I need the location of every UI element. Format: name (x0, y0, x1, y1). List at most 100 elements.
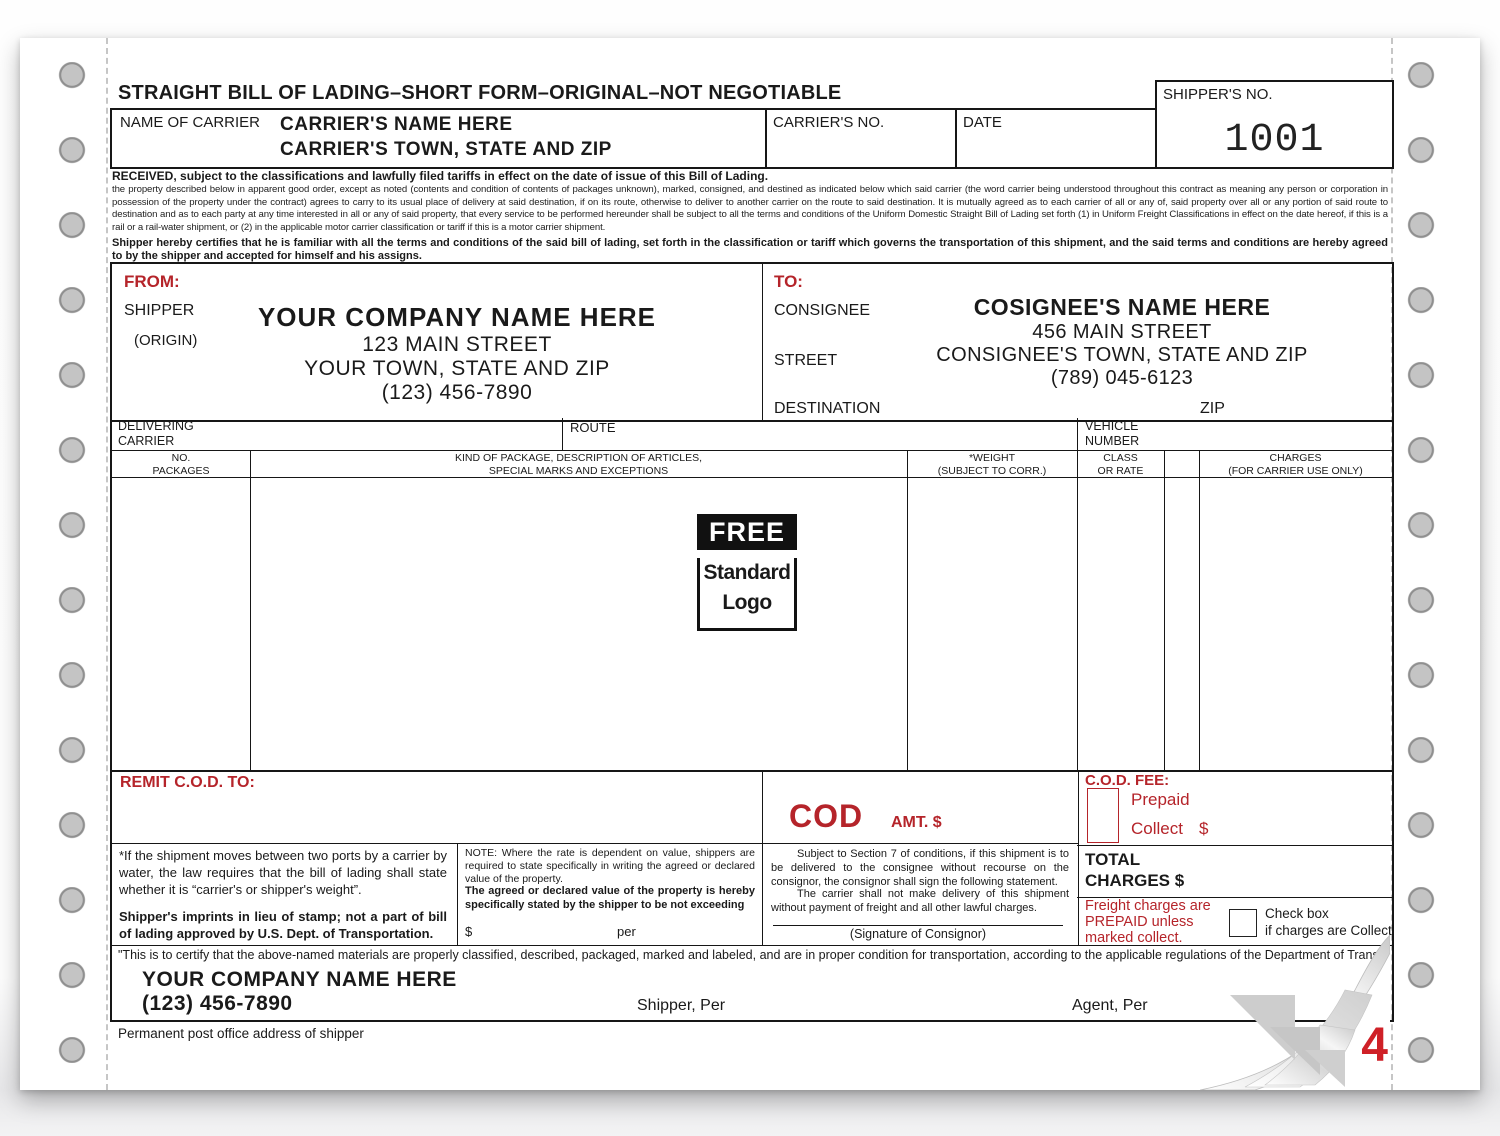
shippers-no-label: SHIPPER'S NO. (1163, 86, 1273, 103)
date-field: DATE (955, 108, 1157, 169)
shipper-label: SHIPPER (124, 302, 195, 319)
remit-cod-box: REMIT C.O.D. TO: (112, 770, 762, 844)
origin-label: (ORIGIN) (134, 332, 198, 349)
col-weight-line2: (SUBJECT TO CORR.) (937, 464, 1047, 477)
received-body: the property described below in apparent… (112, 184, 1388, 233)
zip-label: ZIP (1200, 400, 1225, 417)
footer-company-phone: (123) 456-7890 (142, 992, 293, 1015)
freight-note-line3: marked collect. (1085, 929, 1183, 946)
from-label: FROM: (124, 272, 180, 291)
value-note-box: NOTE: Where the rate is dependent on val… (457, 843, 762, 945)
consignee-address-line1: 456 MAIN STREET (1032, 321, 1212, 343)
destination-label: DESTINATION (774, 400, 881, 417)
section7-text-1: Subject to Section 7 of conditions, if t… (771, 848, 1069, 888)
street-label: STREET (774, 352, 838, 369)
checkbox-caption-line1: Check box (1265, 906, 1329, 921)
vehicle-number-field: VEHICLE NUMBER (1085, 419, 1139, 449)
logo-logo-text: Logo (722, 591, 772, 615)
col-description-line1: KIND OF PACKAGE, DESCRIPTION OF ARTICLES… (455, 452, 702, 464)
cod-fee-label: C.O.D. FEE: (1085, 772, 1170, 789)
terms-block: RECEIVED, subject to the classifications… (112, 169, 1388, 264)
cod-column: COD AMT. $ Subject to Section 7 of condi… (762, 770, 1079, 945)
collect-checkbox (1087, 815, 1119, 843)
carriers-no-field: CARRIER'S NO. (765, 108, 957, 169)
vehicle-number-line2: NUMBER (1085, 434, 1140, 448)
routing-divider-1 (562, 418, 563, 450)
total-line2: CHARGES $ (1085, 871, 1185, 891)
certification-section: "This is to certify that the above-named… (110, 945, 1394, 1022)
total-charges-label: TOTAL CHARGES $ (1085, 849, 1184, 892)
col-weight: *WEIGHT (SUBJECT TO CORR.) (907, 452, 1077, 477)
items-grid: DELIVERING CARRIER ROUTE VEHICLE NUMBER … (110, 418, 1394, 772)
section7-text-2: The carrier shall not make delivery of t… (771, 888, 1069, 914)
shipper-company-block: YOUR COMPANY NAME HERE 123 MAIN STREET Y… (232, 302, 682, 405)
imprints-note-text: Shipper's imprints in lieu of stamp; not… (119, 909, 447, 941)
water-note-box: *If the shipment moves between two ports… (112, 843, 458, 945)
grid-rule-5 (1199, 450, 1200, 770)
grid-rule-1 (250, 450, 251, 770)
delivering-carrier-field: DELIVERING CARRIER (118, 419, 194, 449)
prepaid-label: Prepaid (1131, 790, 1190, 809)
footer-address-note: Permanent post office address of shipper (118, 1026, 364, 1041)
col-charges-line1: CHARGES (1269, 452, 1322, 464)
certify-text: "This is to certify that the above-named… (118, 948, 1379, 962)
delivering-carrier-line2: CARRIER (118, 434, 175, 448)
logo-standard-text: Standard (703, 561, 791, 584)
from-to-section: FROM: SHIPPER (ORIGIN) YOUR COMPANY NAME… (110, 262, 1394, 631)
route-field: ROUTE (570, 420, 616, 435)
cod-divider (763, 843, 1078, 844)
grid-rule-4 (1164, 450, 1165, 770)
consignor-signature-label: (Signature of Consignor) (849, 927, 987, 941)
value-note-bold-text: The agreed or declared value of the prop… (465, 885, 755, 911)
value-note-text: NOTE: Where the rate is dependent on val… (465, 847, 755, 886)
from-to-divider (762, 264, 763, 420)
carrier-name-line2: CARRIER'S TOWN, STATE AND ZIP (280, 139, 612, 160)
value-per-label: per (617, 924, 636, 939)
tractor-holes-right (1407, 62, 1435, 1063)
checkbox-caption-line2: if charges are Collect (1265, 922, 1392, 938)
total-charges-box: TOTAL CHARGES $ (1077, 845, 1392, 898)
shippers-no-field: SHIPPER'S NO. 1001 (1155, 80, 1394, 169)
shipper-phone: (123) 456-7890 (381, 381, 533, 404)
freight-note-line2: PREPAID unless (1085, 913, 1194, 930)
col-class-rate-line2: OR RATE (1097, 464, 1144, 477)
collect-label: Collect (1131, 819, 1183, 838)
footer-company-name: YOUR COMPANY NAME HERE (142, 968, 457, 991)
vehicle-number-line1: VEHICLE (1085, 419, 1139, 433)
logo-free-text: FREE (697, 514, 797, 550)
received-lead: RECEIVED, subject to the classifications… (112, 169, 769, 183)
water-note-text: *If the shipment moves between two ports… (119, 848, 447, 897)
value-dollar-label: $ (465, 924, 473, 939)
col-description-line2: SPECIAL MARKS AND EXCEPTIONS (488, 464, 669, 477)
routing-row: DELIVERING CARRIER ROUTE VEHICLE NUMBER (112, 418, 1392, 451)
perforation-line-left (106, 38, 108, 1090)
cod-amt-label: AMT. $ (891, 814, 942, 831)
grid-rule-3 (1077, 450, 1078, 770)
routing-divider-2 (1077, 418, 1078, 450)
consignor-signature-line (773, 925, 1063, 926)
freight-note-text: Freight charges are PREPAID unless marke… (1085, 898, 1211, 947)
page-curl (1199, 934, 1391, 1091)
col-class-rate-line1: CLASS (1103, 452, 1138, 464)
grid-rule-2 (907, 450, 908, 770)
total-line1: TOTAL (1085, 850, 1141, 869)
to-label: TO: (774, 272, 803, 291)
form-title: STRAIGHT BILL OF LADING–SHORT FORM–ORIGI… (118, 82, 842, 104)
shipper-company-name: YOUR COMPANY NAME HERE (257, 302, 657, 332)
col-no-packages-line1: NO. (171, 452, 191, 464)
shipper-address-line1: 123 MAIN STREET (362, 333, 552, 356)
consignee-phone: (789) 045-6123 (1050, 367, 1194, 389)
date-label: DATE (963, 114, 1002, 131)
name-of-carrier-cell: NAME OF CARRIER CARRIER'S NAME HERE CARR… (110, 108, 767, 169)
consignee-name: COSIGNEE'S NAME HERE (973, 294, 1271, 320)
bottom-section: REMIT C.O.D. TO: *If the shipment moves … (110, 770, 1394, 946)
col-charges-line2: (FOR CARRIER USE ONLY) (1228, 464, 1363, 477)
carriers-no-label: CARRIER'S NO. (773, 114, 885, 131)
form-part-number: 4 (1361, 1019, 1388, 1072)
consignee-label: CONSIGNEE (774, 302, 871, 319)
bill-of-lading-sheet: STRAIGHT BILL OF LADING–SHORT FORM–ORIGI… (20, 38, 1480, 1091)
collect-dollar: $ (1199, 819, 1209, 838)
cod-stamp: COD (789, 798, 864, 834)
col-charges: CHARGES (FOR CARRIER USE ONLY) (1199, 452, 1392, 477)
